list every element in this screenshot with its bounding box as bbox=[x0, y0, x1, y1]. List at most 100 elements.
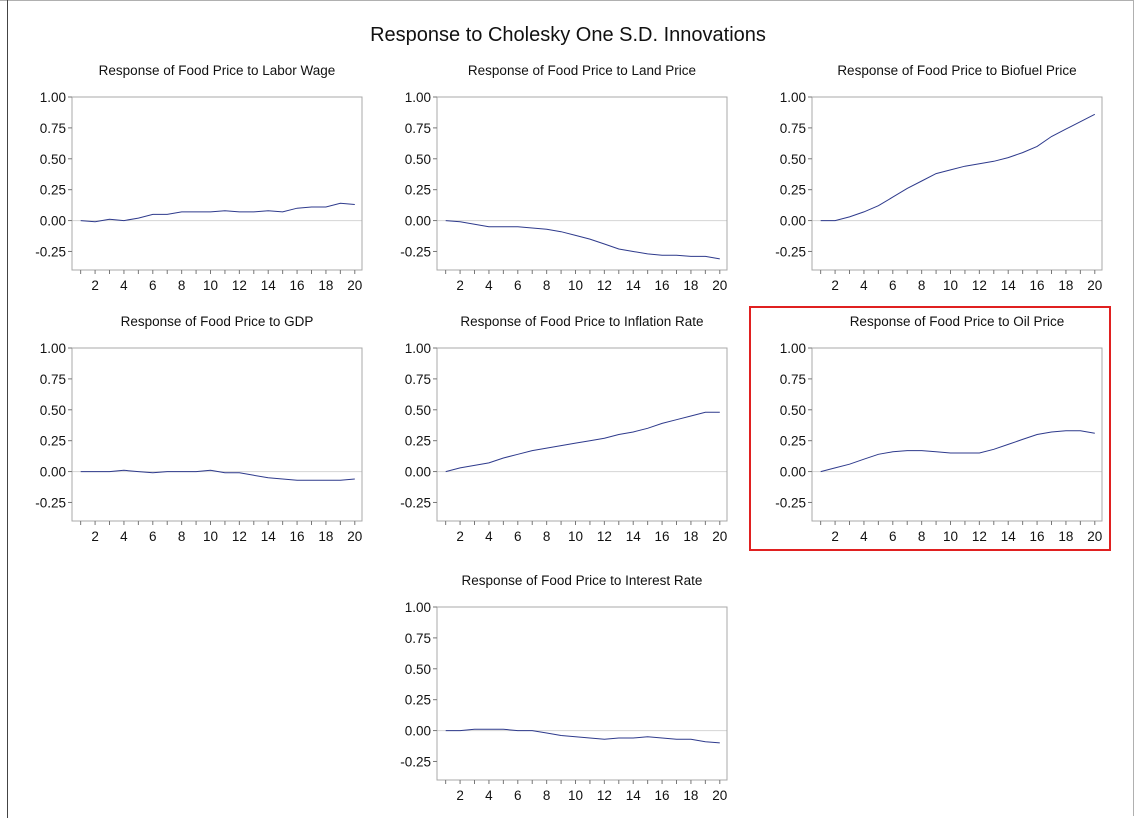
x-tick-label: 10 bbox=[568, 278, 583, 293]
y-tick-label: 0.75 bbox=[40, 121, 66, 136]
y-tick-label: 0.00 bbox=[405, 465, 431, 480]
y-tick-label: 0.75 bbox=[405, 121, 431, 136]
x-tick-label: 4 bbox=[485, 529, 493, 544]
y-tick-label: 0.50 bbox=[405, 152, 431, 167]
x-tick-label: 16 bbox=[1030, 529, 1045, 544]
x-tick-label: 4 bbox=[120, 529, 128, 544]
y-tick-label: 0.75 bbox=[405, 631, 431, 646]
x-tick-label: 20 bbox=[347, 529, 362, 544]
response-line bbox=[820, 113, 1096, 222]
y-tick-label: 1.00 bbox=[405, 600, 431, 615]
plot-frame bbox=[811, 347, 1103, 522]
chart-title: Response of Food Price to Labor Wage bbox=[99, 63, 336, 78]
y-tick-label: 0.25 bbox=[405, 693, 431, 708]
y-tick-label: 0.00 bbox=[405, 214, 431, 229]
y-tick-label: 0.25 bbox=[405, 183, 431, 198]
y-tick-label: 0.50 bbox=[780, 403, 806, 418]
plot-frame bbox=[436, 96, 728, 271]
x-tick-label: 16 bbox=[655, 788, 670, 803]
y-tick-label: 1.00 bbox=[40, 341, 66, 356]
response-line bbox=[445, 411, 720, 473]
response-line bbox=[820, 430, 1095, 473]
y-tick-label: -0.25 bbox=[775, 495, 806, 510]
y-tick-label: -0.25 bbox=[400, 495, 431, 510]
x-tick-label: 10 bbox=[943, 278, 958, 293]
figure-title: Response to Cholesky One S.D. Innovation… bbox=[370, 24, 766, 46]
plot-frame bbox=[71, 347, 363, 522]
plot-frame bbox=[71, 96, 363, 271]
y-tick-label: 0.00 bbox=[405, 724, 431, 739]
x-tick-label: 4 bbox=[860, 529, 868, 544]
y-tick-label: 0.50 bbox=[405, 662, 431, 677]
x-tick-label: 12 bbox=[232, 278, 247, 293]
figure-left-border bbox=[7, 0, 8, 818]
x-tick-label: 18 bbox=[1058, 278, 1073, 293]
x-tick-label: 14 bbox=[626, 529, 642, 544]
x-tick-label: 12 bbox=[972, 529, 987, 544]
x-tick-label: 18 bbox=[683, 788, 698, 803]
x-tick-label: 2 bbox=[91, 529, 99, 544]
x-tick-label: 6 bbox=[149, 529, 157, 544]
x-tick-label: 16 bbox=[1030, 278, 1045, 293]
y-tick-label: -0.25 bbox=[400, 244, 431, 259]
chart-title: Response of Food Price to GDP bbox=[121, 314, 314, 329]
x-tick-label: 16 bbox=[655, 529, 670, 544]
x-tick-label: 14 bbox=[626, 278, 642, 293]
x-tick-label: 18 bbox=[1058, 529, 1073, 544]
x-tick-label: 14 bbox=[1001, 278, 1017, 293]
x-tick-label: 4 bbox=[485, 278, 493, 293]
x-tick-label: 10 bbox=[943, 529, 958, 544]
x-tick-label: 10 bbox=[568, 788, 583, 803]
y-tick-label: 0.50 bbox=[405, 403, 431, 418]
x-tick-label: 18 bbox=[683, 278, 698, 293]
x-tick-label: 4 bbox=[860, 278, 868, 293]
y-tick-label: -0.25 bbox=[400, 754, 431, 769]
y-tick-label: 0.25 bbox=[40, 183, 66, 198]
y-tick-label: 0.75 bbox=[780, 372, 806, 387]
x-tick-label: 6 bbox=[514, 788, 522, 803]
y-tick-label: 0.25 bbox=[40, 434, 66, 449]
chart-panel-6: Response of Food Price to Oil Price 1.00 0… bbox=[749, 306, 1111, 551]
x-tick-label: 6 bbox=[889, 278, 897, 293]
y-tick-label: 0.00 bbox=[780, 214, 806, 229]
response-line bbox=[80, 202, 355, 223]
x-tick-label: 14 bbox=[626, 788, 642, 803]
y-tick-label: 0.25 bbox=[405, 434, 431, 449]
highlight-box bbox=[749, 306, 1111, 551]
x-tick-label: 8 bbox=[918, 278, 926, 293]
x-tick-label: 6 bbox=[149, 278, 157, 293]
x-tick-label: 12 bbox=[597, 278, 612, 293]
response-line bbox=[80, 469, 355, 481]
y-tick-label: 0.50 bbox=[40, 152, 66, 167]
x-tick-label: 16 bbox=[655, 278, 670, 293]
x-tick-label: 6 bbox=[514, 278, 522, 293]
x-tick-label: 10 bbox=[203, 278, 218, 293]
y-tick-label: 0.75 bbox=[405, 372, 431, 387]
y-tick-label: 1.00 bbox=[780, 341, 806, 356]
y-tick-label: 0.25 bbox=[780, 434, 806, 449]
response-line bbox=[445, 728, 720, 744]
x-tick-label: 2 bbox=[831, 278, 839, 293]
y-tick-label: 0.00 bbox=[40, 465, 66, 480]
x-tick-label: 8 bbox=[543, 529, 551, 544]
chart-panel-4: Response of Food Price to GDP 1.00 0.75 0.5… bbox=[35, 314, 363, 544]
x-tick-label: 20 bbox=[347, 278, 362, 293]
x-tick-label: 8 bbox=[178, 529, 186, 544]
chart-panel-1: Response of Food Price to Labor Wage 1.00… bbox=[35, 63, 363, 293]
chart-panel-3: Response of Food Price to Biofuel Price 1… bbox=[775, 63, 1103, 293]
y-tick-label: -0.25 bbox=[35, 495, 66, 510]
chart-panel-2: Response of Food Price to Land Price 1.00… bbox=[400, 63, 728, 293]
x-tick-label: 2 bbox=[456, 788, 464, 803]
chart-title: Response of Food Price to Oil Price bbox=[850, 314, 1065, 329]
y-tick-label: -0.25 bbox=[775, 244, 806, 259]
x-tick-label: 20 bbox=[712, 529, 727, 544]
chart-title: Response of Food Price to Interest Rate bbox=[462, 573, 703, 588]
x-tick-label: 4 bbox=[485, 788, 493, 803]
x-tick-label: 6 bbox=[514, 529, 522, 544]
x-tick-label: 20 bbox=[712, 278, 727, 293]
y-tick-label: 0.00 bbox=[780, 465, 806, 480]
x-tick-label: 2 bbox=[456, 278, 464, 293]
x-tick-label: 8 bbox=[918, 529, 926, 544]
